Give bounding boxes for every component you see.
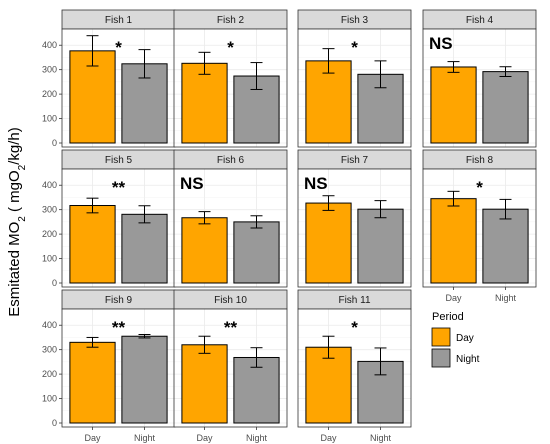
panel-5: Fish 5 ** 0 100 200 300 400 — [42, 149, 176, 288]
significance-label: NS — [304, 174, 328, 193]
significance-label: * — [351, 318, 358, 337]
significance-label: NS — [429, 34, 453, 53]
legend-title: Period — [432, 311, 464, 323]
bar-night — [233, 356, 280, 424]
y-tick-label: 0 — [52, 138, 57, 148]
significance-label: * — [351, 38, 358, 57]
panel-title: Fish 9 — [105, 295, 133, 306]
significance-label: NS — [180, 174, 204, 193]
y-tick-label: 0 — [52, 278, 57, 288]
panel-3: Fish 3 * — [297, 9, 412, 148]
significance-label: ** — [112, 178, 126, 197]
panel-title: Fish 4 — [466, 15, 494, 26]
legend-key-day — [431, 327, 451, 347]
panel-border — [173, 308, 288, 428]
y-tick-label: 100 — [42, 254, 57, 264]
panel-border — [297, 168, 412, 288]
y-tick-label: 300 — [42, 205, 57, 215]
legend-label: Night — [456, 354, 480, 365]
panel-title: Fish 2 — [217, 15, 245, 26]
bar-day — [305, 202, 352, 284]
significance-label: ** — [112, 318, 126, 337]
x-tick-label: Day — [446, 293, 463, 303]
panel-8: Fish 8 * Day Night — [422, 149, 537, 303]
y-tick-label: 100 — [42, 394, 57, 404]
y-tick-label: 400 — [42, 180, 57, 190]
panel-title: Fish 6 — [217, 155, 245, 166]
panel-6: Fish 6 NS — [173, 149, 288, 288]
panel-4: Fish 4 NS — [422, 9, 537, 148]
y-tick-label: 400 — [42, 40, 57, 50]
panel-border — [173, 28, 288, 148]
bar-day — [181, 344, 228, 424]
panel-border — [297, 308, 412, 428]
bar-night — [121, 335, 168, 424]
panel-9: Fish 9 ** 0 100 200 300 400 Day Night — [42, 289, 176, 443]
bar-night — [482, 208, 529, 284]
panel-title: Fish 10 — [214, 295, 247, 306]
panel-title: Fish 5 — [105, 155, 133, 166]
x-tick-label: Day — [197, 433, 214, 443]
y-tick-label: 0 — [52, 418, 57, 428]
x-tick-label: Night — [370, 433, 392, 443]
panel-title: Fish 3 — [341, 15, 369, 26]
y-tick-label: 300 — [42, 345, 57, 355]
panel-2: Fish 2 * — [173, 9, 288, 148]
legend-label: Day — [456, 333, 474, 344]
bar-night — [482, 71, 529, 144]
x-tick-label: Night — [495, 293, 517, 303]
panel-border — [297, 28, 412, 148]
bar-night — [121, 213, 168, 284]
bar-day — [430, 198, 477, 284]
legend: Period Day Night — [431, 311, 480, 368]
bar-night — [357, 208, 404, 284]
panel-title: Fish 1 — [105, 15, 133, 26]
bar-day — [69, 341, 116, 424]
panel-title: Fish 7 — [341, 155, 369, 166]
x-tick-label: Night — [246, 433, 268, 443]
y-tick-label: 400 — [42, 320, 57, 330]
bar-day — [181, 62, 228, 144]
significance-label: * — [476, 178, 483, 197]
significance-label: ** — [224, 318, 238, 337]
panel-title: Fish 8 — [466, 155, 494, 166]
panel-11: Fish 11 * Day Night — [297, 289, 412, 443]
panel-border — [173, 168, 288, 288]
bar-day — [305, 346, 352, 424]
panels: Fish 1 * 0 100 200 300 400 Fish 2 * Fish 3 * Fish 4… — [42, 9, 537, 443]
significance-label: * — [115, 38, 122, 57]
panel-border — [422, 28, 537, 148]
x-tick-label: Day — [321, 433, 338, 443]
panel-7: Fish 7 NS — [297, 149, 412, 288]
legend-key-night — [431, 348, 451, 368]
y-tick-label: 100 — [42, 114, 57, 124]
panel-10: Fish 10 ** Day Night — [173, 289, 288, 443]
y-tick-label: 200 — [42, 89, 57, 99]
panel-1: Fish 1 * 0 100 200 300 400 — [42, 9, 176, 148]
bar-day — [181, 217, 228, 284]
x-tick-label: Night — [134, 433, 156, 443]
panel-title: Fish 11 — [338, 295, 370, 306]
bar-day — [430, 66, 477, 144]
y-axis-label: Esmitated MO2 ( mgO2/kg/h) — [6, 127, 28, 317]
x-tick-label: Day — [85, 433, 102, 443]
bar-night — [233, 221, 280, 284]
bar-day — [69, 205, 116, 284]
y-tick-label: 300 — [42, 65, 57, 75]
panel-border — [422, 168, 537, 288]
significance-label: * — [227, 38, 234, 57]
y-tick-label: 200 — [42, 369, 57, 379]
y-tick-label: 200 — [42, 229, 57, 239]
